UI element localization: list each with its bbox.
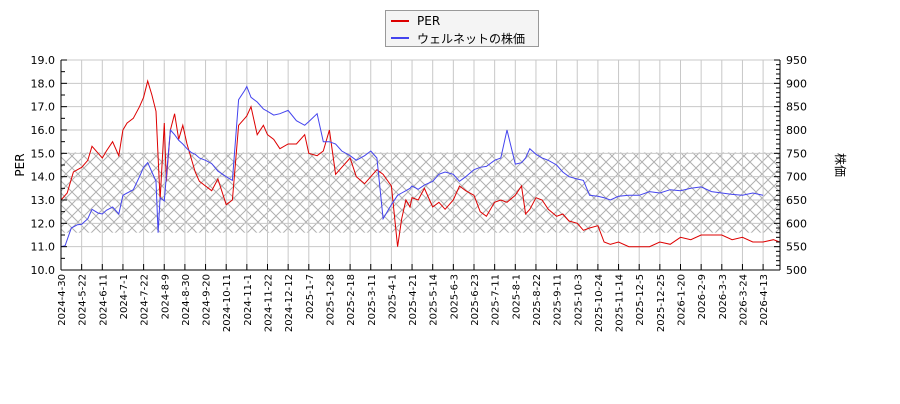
x-tick-label: 2024-8-9 (160, 274, 171, 319)
right-tick-label: 500 (786, 264, 807, 277)
x-axis-ticks: 2024-4-30 2024-5-22 2024-6-11 2024-7-1 2024-… (57, 264, 770, 332)
x-tick-label: 2025-10-24 (594, 274, 605, 332)
x-tick-label: 2025-6-23 (470, 274, 481, 326)
right-y-axis-ticks: 500 550 600 650 700 750 800 850 900 950 (774, 54, 807, 277)
x-tick-label: 2024-11-1 (243, 274, 254, 326)
series-lines (61, 79, 780, 248)
right-tick-label: 750 (786, 147, 807, 160)
right-tick-label: 800 (786, 124, 807, 137)
left-tick-label: 19.0 (31, 54, 56, 67)
x-tick-label: 2025-8-1 (511, 274, 522, 319)
left-tick-label: 17.0 (31, 101, 56, 114)
right-tick-label: 650 (786, 194, 807, 207)
left-axis-label: PER (13, 153, 27, 176)
right-tick-label: 700 (786, 171, 807, 184)
gridlines (60, 59, 780, 271)
x-tick-label: 2024-4-30 (57, 274, 68, 326)
x-tick-label: 2024-9-20 (202, 274, 213, 326)
right-tick-label: 600 (786, 217, 807, 230)
x-tick-label: 2024-12-12 (284, 274, 295, 332)
right-tick-label: 850 (786, 101, 807, 114)
left-tick-label: 12.0 (31, 217, 56, 230)
right-axis-label: 株価 (833, 153, 848, 177)
left-tick-label: 16.0 (31, 124, 56, 137)
legend-item-per: PER (391, 13, 440, 29)
legend: PER ウェルネットの株価 (385, 10, 539, 47)
x-tick-label: 2025-10-3 (573, 274, 584, 326)
x-tick-label: 2025-1-7 (305, 274, 316, 319)
left-tick-label: 14.0 (31, 171, 56, 184)
series-line (61, 85, 764, 248)
left-tick-label: 15.0 (31, 147, 56, 160)
right-tick-label: 550 (786, 241, 807, 254)
x-tick-label: 2024-7-1 (119, 274, 130, 319)
legend-item-price: ウェルネットの株価 (391, 30, 525, 46)
right-tick-label: 900 (786, 77, 807, 90)
price-swatch-icon (391, 37, 409, 39)
x-tick-label: 2024-8-30 (181, 274, 192, 326)
x-tick-label: 2024-11-22 (264, 274, 275, 332)
x-tick-label: 2024-10-11 (222, 274, 233, 332)
x-tick-label: 2026-3-3 (718, 274, 729, 319)
x-tick-label: 2025-5-14 (429, 274, 440, 326)
x-tick-label: 2024-6-11 (98, 274, 109, 326)
shaded-band (61, 152, 780, 233)
x-tick-label: 2026-4-13 (759, 274, 770, 326)
series-line (61, 79, 780, 248)
x-tick-label: 2025-12-25 (656, 274, 667, 332)
x-tick-label: 2025-11-14 (615, 274, 626, 332)
per-swatch-icon (391, 20, 409, 22)
x-tick-label: 2025-6-3 (449, 274, 460, 319)
right-tick-label: 950 (786, 54, 807, 67)
x-tick-label: 2026-3-24 (738, 274, 749, 326)
x-tick-label: 2025-7-11 (491, 274, 502, 326)
left-y-axis-ticks: 10.0 11.0 12.0 13.0 14.0 15.0 16.0 17.0 18.0 19.0 (31, 54, 67, 277)
left-tick-label: 11.0 (31, 241, 56, 254)
x-tick-label: 2025-9-11 (553, 274, 564, 326)
x-tick-label: 2025-8-22 (532, 274, 543, 326)
x-tick-label: 2026-2-9 (697, 274, 708, 319)
x-tick-label: 2025-2-18 (346, 274, 357, 326)
x-tick-label: 2025-4-21 (408, 274, 419, 326)
left-tick-label: 18.0 (31, 77, 56, 90)
x-tick-label: 2024-7-22 (140, 274, 151, 326)
x-tick-label: 2025-12-5 (635, 274, 646, 326)
x-tick-label: 2025-1-28 (325, 274, 336, 326)
left-tick-label: 10.0 (31, 264, 56, 277)
legend-label-per: PER (417, 14, 441, 28)
x-tick-label: 2024-5-22 (78, 274, 89, 326)
x-tick-label: 2026-1-20 (677, 274, 688, 326)
legend-label-price: ウェルネットの株価 (417, 31, 526, 46)
x-tick-label: 2025-4-1 (387, 274, 398, 319)
x-tick-label: 2025-3-11 (367, 274, 378, 326)
left-tick-label: 13.0 (31, 194, 56, 207)
